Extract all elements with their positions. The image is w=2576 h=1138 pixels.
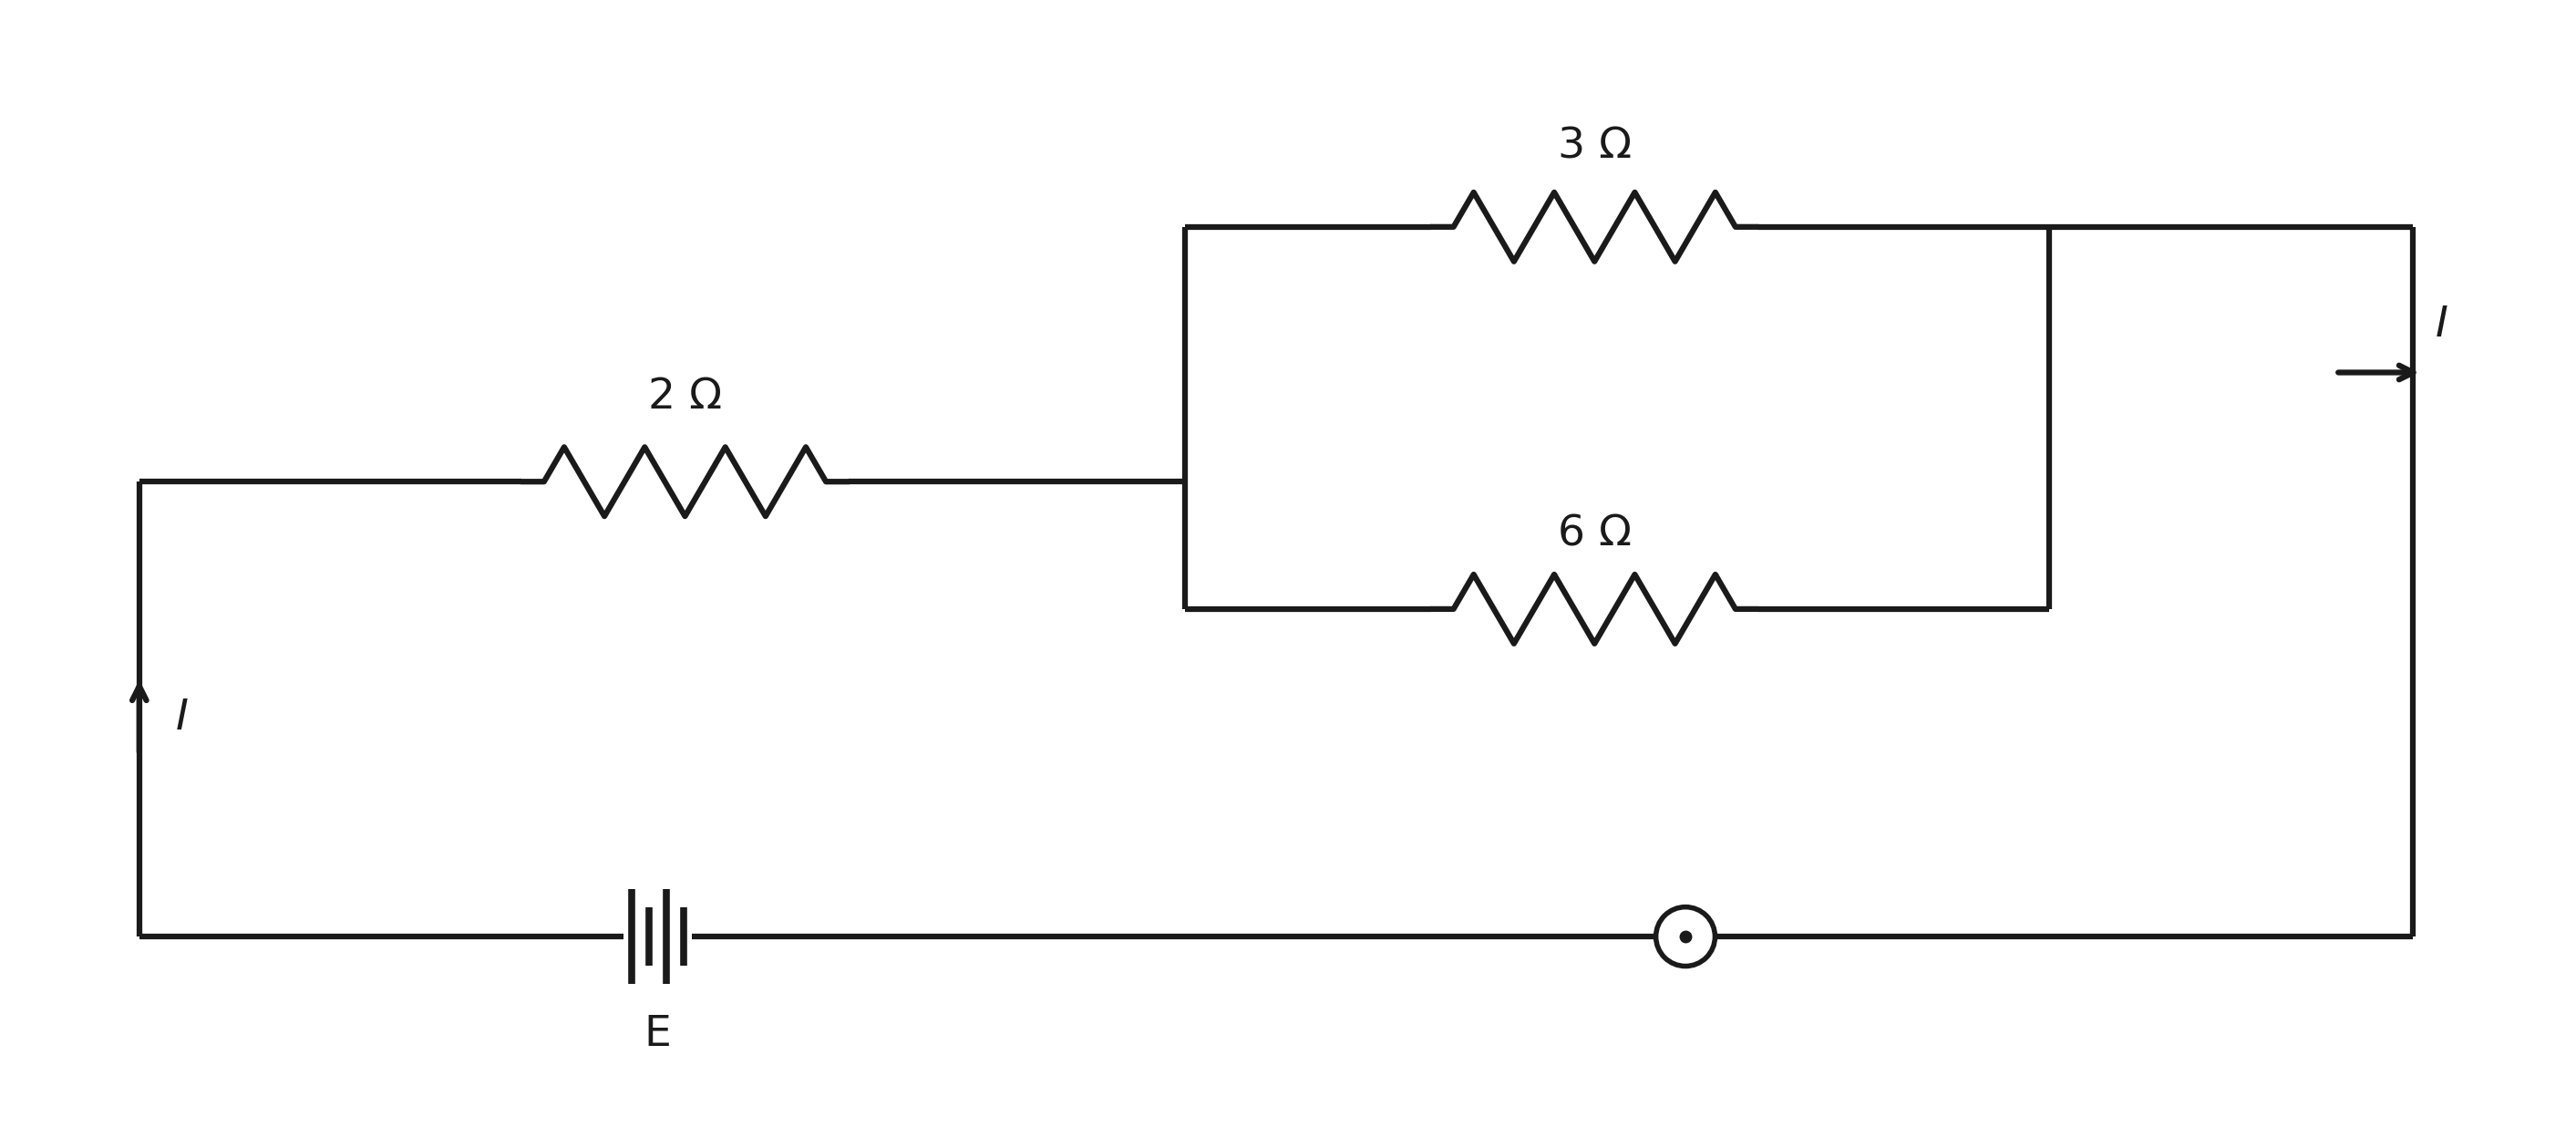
Text: 3 Ω: 3 Ω <box>1558 126 1631 167</box>
Text: I: I <box>175 698 188 739</box>
Text: 6 Ω: 6 Ω <box>1558 513 1631 554</box>
Text: E: E <box>644 1014 672 1055</box>
Text: 2 Ω: 2 Ω <box>649 377 721 418</box>
Text: I: I <box>2437 304 2447 345</box>
